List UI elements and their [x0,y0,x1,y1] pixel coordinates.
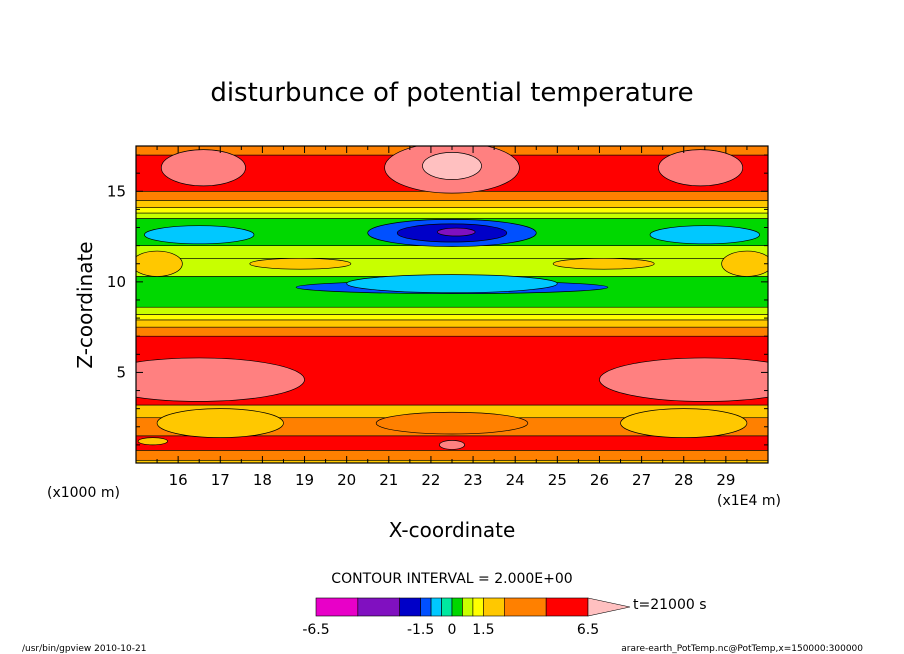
x-tick-label-28: 28 [674,471,693,489]
colorbar-segment-6 [451,597,463,617]
colorbar-label-0: 0 [448,622,457,638]
plot-area [136,146,768,463]
colorbar-ticks: -6.5 -1.5 0 1.5 6.5 [302,622,599,638]
x-tick-label-18: 18 [253,471,272,489]
contour-cell-14 [721,250,768,277]
time-label: t=21000 s [633,597,707,613]
contour-cell-11 [249,257,352,270]
contour-cell-3 [658,149,744,187]
colorbar-segment-7 [462,597,474,617]
contour-band-7 [136,319,768,328]
contour-cell-4 [144,225,255,245]
colorbar-segment-4 [430,597,442,617]
x-tick-label-21: 21 [379,471,398,489]
contour-cell-0 [160,149,246,187]
contour-band-12 [136,245,768,259]
contour-cell-17 [156,408,284,438]
x-tick-label-16: 16 [169,471,188,489]
contour-cell-2 [422,151,482,180]
x-unit-label: (x1E4 m) [717,493,781,509]
x-tick-label-23: 23 [464,471,483,489]
x-tick-label-20: 20 [337,471,356,489]
contour-band-6 [136,326,768,337]
contour-band-11 [136,258,768,277]
contour-cell-19 [375,411,529,435]
contour-cell-12 [552,257,655,270]
y-axis-label: Z-coordinate [73,241,97,368]
colorbar-segment-10 [504,597,547,617]
x-tick-label-29: 29 [716,471,735,489]
x-tick-label-27: 27 [632,471,651,489]
contour-cell-15 [136,357,305,402]
y-axis-ticks: 5 10 15 [107,154,768,446]
colorbar-segment-8 [472,597,484,617]
colorbar-segment-5 [441,597,453,617]
x-tick-label-17: 17 [211,471,230,489]
contour-cell-7 [436,227,476,237]
colorbar-segment-3 [420,597,432,617]
contour-interval-label: CONTOUR INTERVAL = 2.000E+00 [331,571,572,587]
y-unit-label: (x1000 m) [47,485,120,501]
x-tick-label-26: 26 [590,471,609,489]
x-tick-label-25: 25 [548,471,567,489]
contour-band-8 [136,314,768,321]
x-axis-ticks: 16 17 18 19 20 21 22 23 24 25 26 27 28 29 [156,146,748,489]
colorbar-segment-11 [545,597,589,617]
contour-cell-8 [649,225,760,245]
contour-cell-18 [620,408,748,438]
contour-cell-20 [439,440,465,450]
contour-cell-16 [599,357,768,402]
y-tick-label-10: 10 [107,273,126,291]
colorbar [315,597,631,617]
colorbar-label--6.5: -6.5 [302,622,329,638]
colorbar-label--1.5: -1.5 [407,622,434,638]
contour-band-15 [136,207,768,214]
contour-band-1 [136,450,768,461]
x-tick-label-24: 24 [506,471,525,489]
x-axis-label: X-coordinate [389,518,516,542]
contour-band-9 [136,306,768,315]
colorbar-segment-9 [483,597,505,617]
contour-band-16 [136,200,768,208]
x-tick-label-22: 22 [421,471,440,489]
contour-cell-10 [346,274,558,294]
footer-left: /usr/bin/gpview 2010-10-21 [22,644,146,654]
colorbar-overflow-arrow [587,597,631,617]
colorbar-segment-2 [399,597,421,617]
contour-cell-21 [137,437,168,446]
chart-title: disturbunce of potential temperature [210,78,693,108]
colorbar-segment-0 [315,597,359,617]
colorbar-segment-1 [357,597,400,617]
contour-cell-13 [136,250,183,277]
y-tick-label-5: 5 [116,363,126,381]
contour-band-14 [136,212,768,219]
colorbar-label-6.5: 6.5 [577,622,599,638]
y-tick-label-15: 15 [107,182,126,200]
x-tick-label-19: 19 [295,471,314,489]
colorbar-label-1.5: 1.5 [472,622,494,638]
footer-right: arare-earth_PotTemp.nc@PotTemp,x=150000:… [621,644,863,654]
